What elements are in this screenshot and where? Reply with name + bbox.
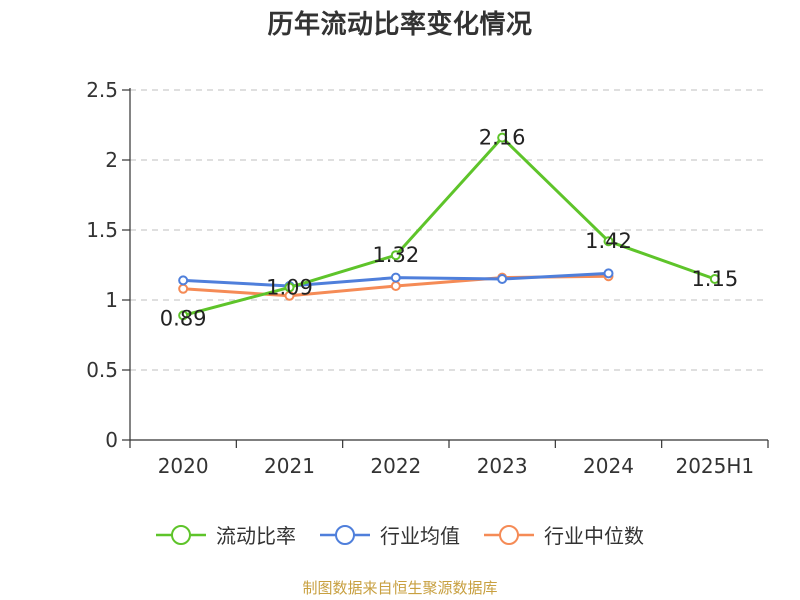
y-tick-label: 0.5 xyxy=(86,358,118,382)
y-tick-label: 1 xyxy=(105,288,118,312)
data-point[interactable] xyxy=(178,310,189,321)
y-tick-label: 2 xyxy=(105,148,118,172)
series-line-0 xyxy=(182,136,716,317)
data-label: 1.32 xyxy=(372,243,419,267)
data-point[interactable] xyxy=(390,250,401,261)
data-point[interactable] xyxy=(178,275,189,286)
x-tick-label: 2025H1 xyxy=(675,454,754,478)
y-tick-label: 1.5 xyxy=(86,218,118,242)
x-tick-label: 2020 xyxy=(158,454,209,478)
y-tick-label: 0 xyxy=(105,428,118,452)
data-point[interactable] xyxy=(390,272,401,283)
data-source-note: 制图数据来自恒生聚源数据库 xyxy=(302,579,498,597)
data-label: 1.09 xyxy=(266,275,313,299)
x-tick-label: 2024 xyxy=(583,454,634,478)
x-tick-label: 2021 xyxy=(264,454,315,478)
data-label: 1.42 xyxy=(585,229,632,253)
legend-label-current-ratio: 流动比率 xyxy=(216,524,296,548)
legend-marker-industry-mean xyxy=(320,524,370,545)
data-label: 1.15 xyxy=(691,267,738,291)
legend-label-industry-mean: 行业均值 xyxy=(380,524,460,548)
data-point[interactable] xyxy=(178,283,189,294)
data-point[interactable] xyxy=(497,132,508,143)
data-label: 2.16 xyxy=(479,126,526,150)
legend-marker-industry-median xyxy=(484,524,534,545)
legend-item-industry-median[interactable]: 行业中位数 xyxy=(484,520,644,549)
legend-item-industry-mean[interactable]: 行业均值 xyxy=(320,520,460,549)
line-chart: 0 0.5 1 1.5 2 2.5 2020 2021 2022 2023 2024 2025H1 0.… xyxy=(86,78,769,478)
data-point[interactable] xyxy=(284,282,295,293)
x-tick-label: 2022 xyxy=(370,454,421,478)
legend: 流动比率 行业均值 行业中位数 xyxy=(0,520,800,549)
y-tick-label: 2.5 xyxy=(86,78,118,102)
chart-title: 历年流动比率变化情况 xyxy=(267,10,533,40)
data-label: 0.89 xyxy=(160,306,207,330)
data-point[interactable] xyxy=(603,268,614,279)
data-point[interactable] xyxy=(390,281,401,291)
data-point[interactable] xyxy=(603,236,614,247)
legend-label-industry-median: 行业中位数 xyxy=(544,524,644,548)
legend-item-current-ratio[interactable]: 流动比率 xyxy=(156,520,296,549)
data-point[interactable] xyxy=(709,274,720,284)
x-tick-label: 2023 xyxy=(477,454,528,478)
data-point[interactable] xyxy=(497,274,508,284)
legend-marker-current-ratio xyxy=(156,524,206,545)
